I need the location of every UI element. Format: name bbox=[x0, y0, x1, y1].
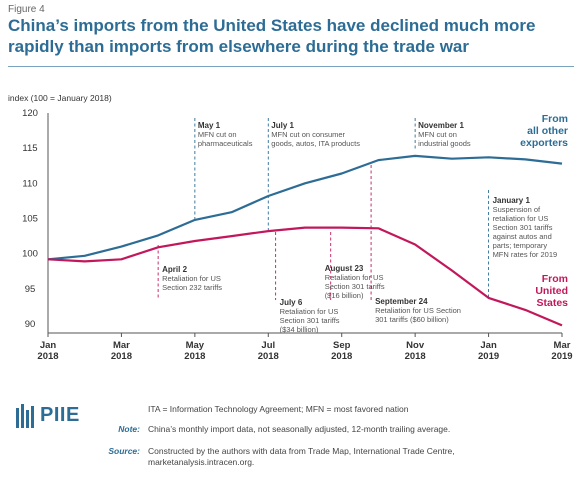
series-label: States bbox=[536, 297, 568, 309]
annotation-text: retaliation for US bbox=[493, 214, 549, 223]
x-tick-year: 2018 bbox=[258, 351, 279, 362]
x-tick-year: 2019 bbox=[478, 351, 499, 362]
y-tick-label: 95 bbox=[25, 284, 36, 295]
y-tick-label: 115 bbox=[22, 143, 37, 154]
y-tick-label: 100 bbox=[22, 249, 38, 260]
y-tick-label: 120 bbox=[22, 108, 38, 119]
y-tick-label: 90 bbox=[25, 319, 36, 330]
annotation-title: May 1 bbox=[198, 121, 221, 130]
annotation-text: MFN cut on bbox=[198, 130, 237, 139]
annotation-text: Retaliation for US bbox=[162, 274, 221, 283]
x-tick-year: 2018 bbox=[331, 351, 352, 362]
annotation-text: MFN rates for 2019 bbox=[493, 250, 558, 259]
source-line-1: Constructed by the authors with data fro… bbox=[148, 446, 455, 456]
annotation-title: November 1 bbox=[418, 121, 464, 130]
annotation-title: July 1 bbox=[271, 121, 294, 130]
series-label: From bbox=[542, 273, 568, 285]
source-line-2: marketanalysis.intracen.org. bbox=[148, 457, 255, 467]
annotation-title: August 23 bbox=[325, 264, 364, 273]
piie-logo: PIIE bbox=[16, 402, 102, 430]
y-tick-label: 110 bbox=[22, 178, 37, 189]
annotation-text: Section 301 tariffs bbox=[280, 316, 340, 325]
piie-logo-text: PIIE bbox=[40, 404, 80, 426]
annotation-text: MFN cut on consumer bbox=[271, 130, 345, 139]
series-line-united-states bbox=[47, 226, 563, 327]
annotation-text: Retaliation for US bbox=[325, 273, 384, 282]
note-label: Note: bbox=[118, 424, 140, 434]
x-tick-month: Sep bbox=[333, 340, 351, 351]
annotation-text: parts; temporary bbox=[493, 241, 548, 250]
x-tick-month: Jan bbox=[40, 340, 57, 351]
annotation-text: Section 301 tariffs bbox=[493, 223, 553, 232]
x-tick-month: Mar bbox=[113, 340, 130, 351]
x-tick-year: 2018 bbox=[111, 351, 132, 362]
annotation-title: September 24 bbox=[375, 297, 428, 306]
x-tick-year: 2018 bbox=[184, 351, 205, 362]
annotation-text: pharmaceuticals bbox=[198, 139, 253, 148]
annotation-text: ($16 billion) bbox=[325, 291, 364, 300]
series-label: all other bbox=[527, 125, 568, 137]
annotation-text: ($34 billion) bbox=[280, 325, 319, 334]
annotation-text: Section 301 tariffs bbox=[325, 282, 385, 291]
annotation-text: Section 232 tariffs bbox=[162, 283, 222, 292]
annotation-text: MFN cut on bbox=[418, 130, 457, 139]
line-chart: index (100 = January 2018) 90 95 100 105 110 1… bbox=[8, 93, 573, 362]
title-divider bbox=[8, 66, 574, 67]
figure-label: Figure 4 bbox=[8, 4, 45, 15]
x-tick-month: Nov bbox=[406, 340, 425, 351]
x-tick-month: Mar bbox=[554, 340, 571, 351]
annotation-title: April 2 bbox=[162, 265, 187, 274]
x-tick-month: Jul bbox=[261, 340, 275, 351]
piie-logo-icon bbox=[16, 404, 34, 428]
y-tick-label: 105 bbox=[22, 213, 38, 224]
annotation-text: against autos and bbox=[493, 232, 552, 241]
x-tick-year: 2019 bbox=[551, 351, 572, 362]
annotation-text: industrial goods bbox=[418, 139, 471, 148]
series-label: United bbox=[535, 285, 568, 297]
x-tick-month: May bbox=[186, 340, 205, 351]
x-tick-year: 2018 bbox=[405, 351, 426, 362]
annotation-text: 301 tariffs ($60 billion) bbox=[375, 315, 449, 324]
annotation-title: July 6 bbox=[280, 298, 303, 307]
source-label: Source: bbox=[108, 446, 140, 456]
y-axis-label: index (100 = January 2018) bbox=[8, 93, 112, 103]
abbreviations-text: ITA = Information Technology Agreement; … bbox=[148, 404, 409, 414]
annotation-text: Retaliation for US bbox=[280, 307, 339, 316]
chart-title: China’s imports from the United States h… bbox=[8, 16, 536, 56]
annotation-text: goods, autos, ITA products bbox=[271, 139, 360, 148]
note-text: China’s monthly import data, not seasona… bbox=[148, 424, 451, 434]
annotation-text: Suspension of bbox=[493, 205, 541, 214]
annotation-text: Retaliation for US Section bbox=[375, 306, 461, 315]
x-tick-month: Jan bbox=[480, 340, 497, 351]
x-tick-year: 2018 bbox=[37, 351, 58, 362]
annotation-title: January 1 bbox=[493, 196, 531, 205]
series-label: exporters bbox=[520, 137, 568, 149]
series-label: From bbox=[542, 113, 568, 125]
series-line-all-other-exporters bbox=[47, 154, 563, 261]
